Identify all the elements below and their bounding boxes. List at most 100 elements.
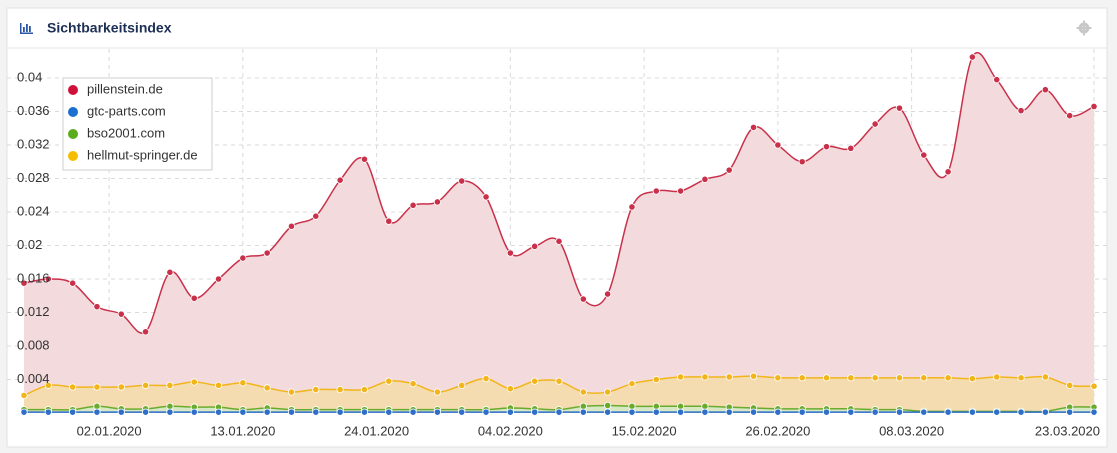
legend-label: hellmut-springer.de [87, 147, 198, 162]
data-point [69, 408, 77, 415]
data-point [20, 279, 28, 287]
data-point [1066, 112, 1074, 120]
data-point [993, 76, 1001, 84]
data-point [1017, 408, 1025, 415]
data-point [166, 408, 174, 415]
data-point [239, 254, 247, 262]
data-point [725, 373, 733, 381]
data-point [190, 294, 198, 302]
x-tick-label: 13.01.2020 [210, 423, 275, 438]
data-point [652, 187, 660, 195]
data-point [628, 203, 636, 211]
data-point [725, 408, 733, 415]
data-point [190, 408, 198, 415]
data-point [944, 408, 952, 415]
data-point [920, 408, 928, 415]
legend-box [62, 77, 213, 171]
data-point [944, 374, 952, 382]
data-point [409, 408, 417, 415]
data-point [676, 402, 685, 410]
data-point [44, 275, 52, 283]
data-point [774, 408, 782, 415]
data-point [482, 408, 490, 415]
data-point [166, 402, 174, 410]
x-tick-label: 23.03.2020 [1035, 423, 1100, 438]
data-point [749, 123, 758, 132]
data-point [895, 408, 904, 415]
y-tick-label: 0.024 [17, 203, 50, 218]
data-point [993, 373, 1001, 381]
data-point [141, 328, 150, 336]
data-point [701, 402, 709, 410]
x-tick-label: 04.02.2020 [478, 423, 543, 438]
legend-label: gtc-parts.com [87, 103, 166, 118]
chart-title: Sichtbarkeitsindex [47, 20, 172, 36]
y-tick-label: 0.008 [17, 337, 50, 352]
data-point [482, 375, 490, 383]
data-point [20, 391, 28, 400]
y-tick-label: 0.04 [17, 69, 42, 84]
data-point [822, 374, 831, 382]
data-point [1017, 374, 1025, 382]
data-point [385, 217, 393, 225]
data-point [968, 53, 977, 61]
x-tick-label: 15.02.2020 [612, 423, 677, 438]
data-point [676, 408, 685, 415]
data-point [458, 408, 466, 415]
settings-icon[interactable] [1076, 20, 1092, 36]
x-tick-label: 26.02.2020 [745, 423, 810, 438]
data-point [506, 408, 514, 415]
data-point [822, 143, 831, 151]
data-point [409, 201, 417, 209]
data-point [385, 408, 393, 415]
data-point [44, 408, 52, 415]
data-point [214, 381, 223, 389]
data-point [214, 408, 223, 415]
data-point [1066, 381, 1074, 389]
data-point [458, 381, 466, 389]
data-point [968, 375, 977, 383]
data-point [336, 408, 344, 415]
data-point [312, 408, 320, 415]
data-point [822, 408, 831, 415]
y-tick-label: 0.004 [17, 371, 50, 386]
data-point [676, 187, 685, 195]
legend-marker [68, 107, 78, 117]
data-point [141, 381, 150, 389]
data-point [336, 385, 344, 394]
plot-area [20, 52, 1098, 415]
data-point [531, 408, 539, 415]
data-point [652, 375, 660, 384]
data-point [44, 381, 52, 389]
data-point [312, 212, 320, 220]
data-point [117, 408, 125, 415]
x-tick-label: 02.01.2020 [77, 423, 142, 438]
data-point [166, 381, 174, 389]
data-point [749, 408, 758, 415]
data-point [604, 408, 612, 415]
data-point [141, 408, 150, 415]
data-point [895, 104, 904, 112]
data-point [409, 380, 417, 388]
legend-label: pillenstein.de [87, 81, 163, 96]
data-point [1090, 102, 1098, 111]
data-point [506, 385, 514, 393]
data-point [93, 383, 101, 391]
y-tick-label: 0.012 [17, 304, 50, 319]
data-point [190, 378, 198, 386]
data-point [847, 144, 855, 152]
legend-marker [68, 151, 78, 161]
data-point [93, 402, 101, 410]
data-point [920, 374, 928, 382]
data-point [968, 408, 977, 415]
data-point [701, 373, 709, 381]
data-point [93, 408, 101, 415]
data-point [433, 408, 442, 415]
data-point [287, 388, 296, 396]
y-tick-label: 0.032 [17, 136, 50, 151]
data-point [993, 408, 1001, 415]
data-point [1066, 408, 1074, 415]
data-point [652, 408, 660, 415]
